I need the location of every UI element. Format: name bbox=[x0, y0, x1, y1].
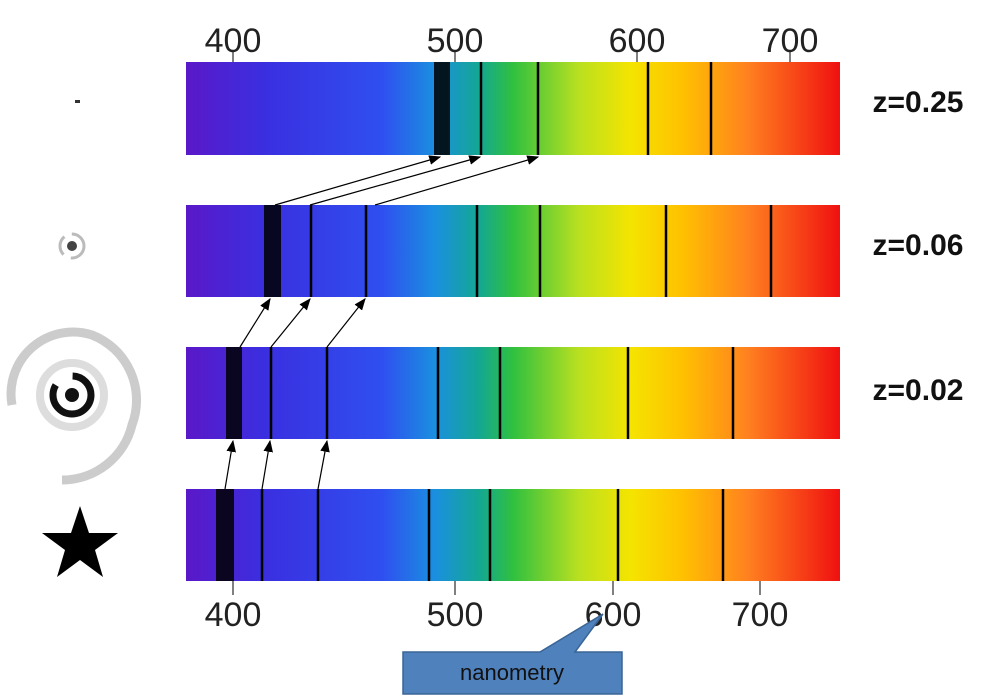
spectrum bbox=[186, 489, 840, 581]
absorption-band bbox=[216, 489, 234, 581]
shift-arrows bbox=[224, 155, 540, 490]
absorption-band bbox=[264, 205, 281, 297]
redshift-label: z=0.25 bbox=[873, 86, 964, 119]
redshift-label: z=0.02 bbox=[873, 374, 964, 407]
spectrum bbox=[186, 347, 840, 439]
spectrum-bar bbox=[186, 489, 840, 581]
spectrum-bar bbox=[186, 205, 840, 297]
tick-label: 600 bbox=[585, 596, 642, 634]
galaxy-icons bbox=[6, 100, 142, 577]
callout: nanometry bbox=[402, 613, 623, 695]
spectrum bbox=[186, 62, 840, 155]
bottom-axis: 400 500 600 700 bbox=[205, 581, 789, 634]
redshift-label: z=0.06 bbox=[873, 229, 964, 262]
spectrum bbox=[186, 205, 840, 297]
spectrum-bar bbox=[186, 62, 840, 155]
tick-label: 500 bbox=[427, 596, 484, 634]
tick-label: 400 bbox=[205, 596, 262, 634]
absorption-band bbox=[226, 347, 242, 439]
callout-text: nanometry bbox=[460, 660, 564, 685]
spectrum-bar bbox=[186, 347, 840, 439]
absorption-band bbox=[434, 62, 450, 155]
top-axis: 400 500 600 700 bbox=[205, 22, 818, 62]
tick-label: 700 bbox=[732, 596, 789, 634]
